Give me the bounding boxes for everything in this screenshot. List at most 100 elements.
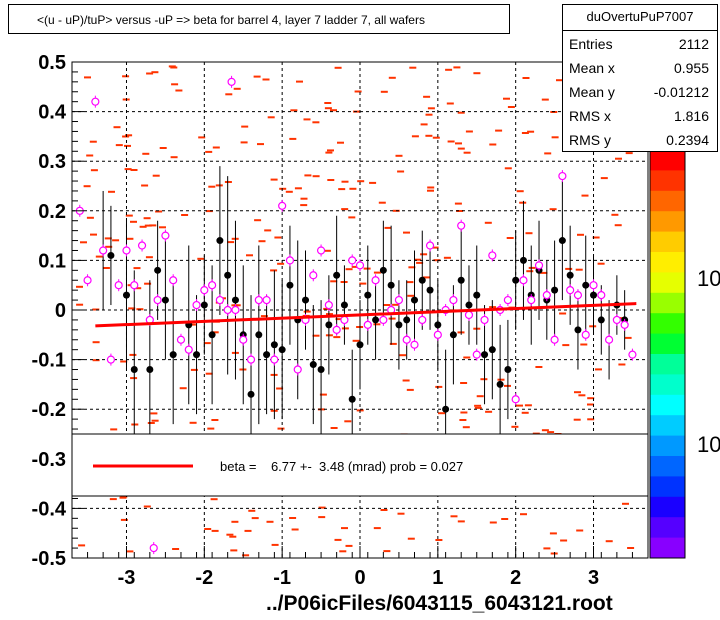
scatter-dash bbox=[516, 404, 523, 407]
open-marker bbox=[488, 251, 497, 260]
scatter-dash bbox=[408, 266, 416, 269]
scatter-dash bbox=[171, 83, 179, 86]
scatter-dash bbox=[485, 410, 493, 413]
scatter-dash bbox=[427, 189, 434, 192]
scatter-dash bbox=[363, 267, 371, 270]
open-marker bbox=[192, 300, 201, 310]
open-marker bbox=[581, 330, 590, 339]
x-tick-label: -3 bbox=[118, 567, 136, 589]
scatter-dash bbox=[535, 366, 543, 368]
y-tick-label: -0.4 bbox=[32, 498, 67, 520]
scatter-dash bbox=[326, 313, 333, 316]
scatter-dash bbox=[541, 98, 549, 101]
open-marker bbox=[519, 276, 528, 285]
scatter-dash bbox=[210, 498, 218, 501]
scatter-dash bbox=[622, 502, 629, 505]
scatter-dash bbox=[560, 539, 568, 542]
scatter-dash bbox=[143, 505, 151, 508]
scatter-dash bbox=[144, 224, 152, 227]
scatter-dash bbox=[611, 213, 619, 216]
scatter-dash bbox=[576, 529, 584, 532]
scatter-dash bbox=[587, 403, 594, 406]
stats-label: Entries bbox=[569, 36, 613, 52]
palette-label: 10 bbox=[697, 266, 720, 291]
scatter-dash bbox=[432, 136, 440, 139]
scatter-dash bbox=[146, 72, 154, 75]
scatter-dash bbox=[205, 210, 213, 213]
open-marker bbox=[363, 320, 372, 329]
palette-swatch bbox=[650, 435, 685, 457]
scatter-dash bbox=[380, 509, 388, 511]
scatter-dash bbox=[373, 271, 381, 274]
scatter-dash bbox=[170, 156, 178, 159]
scatter-dash bbox=[325, 151, 333, 154]
scatter-dash bbox=[205, 150, 213, 153]
open-marker bbox=[542, 291, 551, 300]
scatter-dash bbox=[324, 102, 332, 104]
profile-point bbox=[169, 351, 177, 359]
open-marker bbox=[137, 241, 147, 250]
open-marker bbox=[348, 256, 357, 265]
open-marker bbox=[418, 315, 427, 325]
scatter-dash bbox=[141, 184, 149, 187]
open-marker bbox=[355, 261, 365, 270]
scatter-dash bbox=[614, 224, 622, 227]
scatter-dash bbox=[520, 513, 527, 516]
scatter-dash bbox=[136, 308, 144, 311]
scatter-dash bbox=[260, 315, 268, 318]
scatter-dash bbox=[294, 187, 302, 190]
scatter-dash bbox=[115, 144, 123, 147]
open-marker bbox=[449, 295, 458, 305]
scatter-dash bbox=[291, 528, 299, 531]
profile-point bbox=[558, 237, 566, 245]
scatter-dash bbox=[522, 77, 530, 79]
scatter-dash bbox=[257, 143, 264, 146]
scatter-dash bbox=[392, 303, 400, 306]
scatter-dash bbox=[159, 226, 166, 229]
scatter-dash bbox=[337, 141, 344, 144]
scatter-dash bbox=[126, 237, 134, 240]
scatter-dash bbox=[446, 102, 454, 105]
open-marker bbox=[278, 201, 287, 210]
open-marker bbox=[628, 350, 637, 359]
scatter-dash bbox=[543, 547, 551, 550]
scatter-dash bbox=[501, 518, 509, 520]
palette-swatch bbox=[650, 333, 685, 355]
scatter-dash bbox=[229, 535, 237, 538]
scatter-dash bbox=[145, 256, 153, 259]
open-marker bbox=[246, 355, 256, 364]
scatter-dash bbox=[435, 385, 443, 388]
scatter-dash bbox=[276, 387, 284, 390]
open-marker bbox=[604, 335, 614, 344]
scatter-dash bbox=[241, 125, 249, 128]
scatter-dash bbox=[102, 267, 110, 269]
open-marker bbox=[270, 355, 279, 364]
scatter-dash bbox=[86, 216, 94, 219]
scatter-dash bbox=[142, 152, 150, 155]
profile-point bbox=[340, 301, 348, 309]
scatter-dash bbox=[455, 142, 462, 145]
open-marker bbox=[285, 256, 295, 265]
scatter-dash bbox=[407, 537, 415, 540]
scatter-dash bbox=[335, 318, 343, 321]
scatter-dash bbox=[431, 246, 439, 249]
scatter-dash bbox=[527, 130, 535, 133]
scatter-dash bbox=[105, 245, 113, 248]
scatter-dash bbox=[151, 71, 159, 74]
scatter-dash bbox=[211, 529, 219, 532]
scatter-dash bbox=[540, 271, 548, 274]
scatter-dash bbox=[524, 404, 532, 407]
scatter-dash bbox=[248, 509, 256, 512]
open-marker bbox=[293, 365, 302, 374]
profile-point bbox=[154, 266, 162, 274]
scatter-dash bbox=[159, 147, 167, 149]
scatter-dash bbox=[212, 146, 220, 149]
stats-row-rms-y: RMS y 0.2394 bbox=[563, 129, 717, 153]
scatter-dash bbox=[312, 121, 320, 124]
open-marker bbox=[550, 335, 559, 344]
stats-label: Mean x bbox=[569, 60, 615, 76]
palette-swatch bbox=[650, 537, 685, 559]
scatter-dash bbox=[402, 379, 410, 382]
profile-point bbox=[442, 405, 450, 413]
scatter-dash bbox=[420, 253, 428, 256]
